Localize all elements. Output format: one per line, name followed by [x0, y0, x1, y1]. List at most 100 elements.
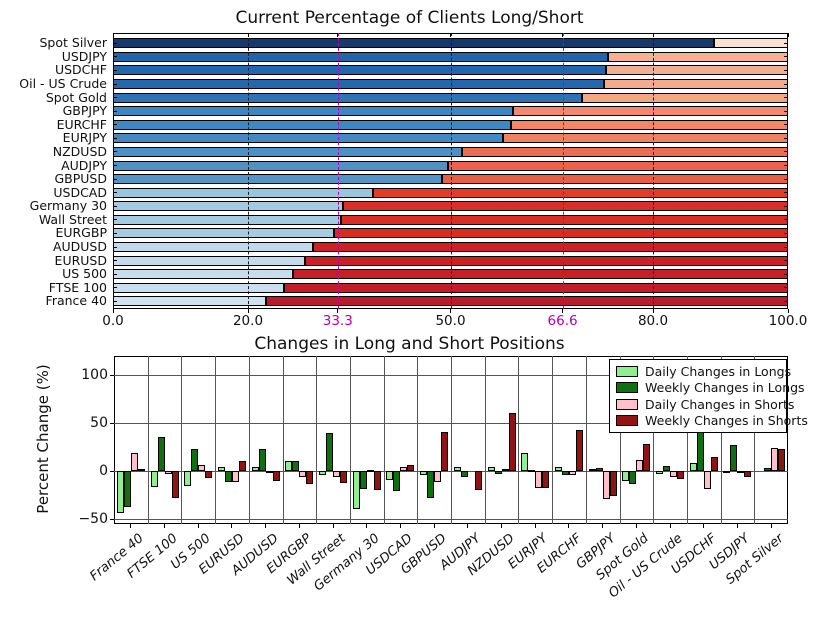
x-tick-mark: [635, 524, 637, 528]
x-tick-mark: [298, 524, 300, 528]
change-bar: [460, 471, 468, 477]
gridline-vertical: [383, 356, 385, 524]
row-label: Oil - US Crude: [19, 76, 107, 92]
y-tick-mark: [110, 423, 114, 425]
x-tick-mark: [130, 524, 132, 528]
change-bar: [292, 460, 300, 472]
row-label: Wall Street: [38, 211, 107, 227]
y-tick-mark: [784, 69, 788, 71]
y-tick-mark: [113, 205, 117, 207]
y-tick-mark: [113, 97, 117, 99]
gridline-vertical: [754, 356, 756, 524]
short-bar-segment: [604, 79, 788, 90]
long-bar-segment: [113, 174, 443, 185]
gridline-vertical: [484, 356, 486, 524]
y-tick-mark: [784, 165, 788, 167]
y-tick-mark: [784, 273, 788, 275]
change-bar: [137, 469, 145, 472]
change-bar: [272, 471, 280, 481]
row-label: EURUSD: [54, 252, 107, 268]
x-tick-mark: [433, 524, 435, 528]
gridline-vertical: [585, 356, 587, 524]
change-bar: [366, 470, 374, 473]
change-bar: [710, 456, 718, 472]
x-tick-mark: [112, 33, 114, 37]
change-bar: [487, 467, 495, 472]
change-bar: [217, 467, 225, 472]
change-bar: [575, 429, 583, 472]
change-bar: [689, 462, 697, 472]
legend-row: Daily Changes in Longs: [616, 364, 791, 379]
change-bar: [554, 467, 562, 472]
change-bar: [723, 471, 731, 474]
y-tick-mark: [784, 151, 788, 153]
x-tick-mark: [652, 309, 654, 313]
y-tick-mark: [784, 56, 788, 58]
change-bar: [171, 471, 179, 499]
change-bar: [299, 471, 307, 477]
y-tick-mark: [113, 260, 117, 262]
long-bar-segment: [113, 38, 714, 49]
change-bar: [251, 467, 259, 472]
x-tick-mark: [197, 524, 199, 528]
x-tick-mark: [337, 33, 339, 37]
long-bar-segment: [113, 242, 314, 252]
row-label: USDJPY: [61, 48, 107, 64]
y-tick-mark: [784, 300, 788, 302]
change-bar: [663, 466, 671, 472]
x-tick-label: 0.0: [102, 313, 124, 329]
short-bar-segment: [511, 119, 788, 130]
y-tick-mark: [784, 110, 788, 112]
gridline-vertical: [349, 356, 351, 524]
x-tick-label: 33.3: [322, 313, 353, 329]
change-bar: [737, 471, 745, 474]
row-label: Spot Gold: [45, 89, 107, 105]
change-bar: [373, 471, 381, 491]
legend-swatch-weekly-longs: [616, 382, 638, 394]
change-bar: [636, 459, 644, 472]
y-tick-label: −50: [78, 511, 108, 528]
change-bar: [231, 471, 239, 482]
gridline-vertical: [316, 356, 318, 524]
short-bar-segment: [372, 187, 788, 198]
y-tick-mark: [784, 97, 788, 99]
short-bar-segment: [512, 106, 788, 117]
row-label: AUDJPY: [61, 157, 107, 173]
change-bar: [434, 471, 442, 482]
change-bar: [285, 460, 293, 472]
x-tick-mark: [703, 524, 705, 528]
y-tick-mark: [784, 83, 788, 85]
y-tick-mark: [110, 375, 114, 377]
change-bar: [703, 471, 711, 490]
y-tick-mark: [113, 110, 117, 112]
y-tick-label: 0: [99, 463, 108, 480]
x-tick-mark: [247, 309, 249, 313]
y-tick-mark: [113, 151, 117, 153]
y-tick-mark: [784, 246, 788, 248]
x-tick-mark: [112, 309, 114, 313]
long-bar-segment: [113, 282, 284, 293]
change-bar: [352, 471, 360, 509]
row-label: EURCHF: [56, 116, 107, 132]
x-tick-mark: [602, 524, 604, 528]
change-bar: [643, 444, 651, 472]
change-bar: [656, 471, 664, 475]
gridline-vertical: [518, 356, 520, 524]
y-tick-mark: [113, 192, 117, 194]
x-tick-mark: [337, 309, 339, 313]
gridline-vertical: [147, 356, 149, 524]
long-bar-segment: [113, 92, 583, 103]
y-tick-mark: [784, 232, 788, 234]
row-label: US 500: [62, 266, 107, 282]
change-bar: [508, 412, 516, 472]
y-tick-mark: [784, 178, 788, 180]
short-bar-segment: [341, 214, 788, 225]
change-bar: [778, 449, 786, 472]
x-tick-label: 100.0: [768, 313, 808, 329]
x-tick-mark: [501, 524, 503, 528]
y-tick-mark: [113, 219, 117, 221]
x-tick-label: 50.0: [435, 313, 466, 329]
y-tick-mark: [784, 219, 788, 221]
gridline-vertical: [450, 33, 452, 309]
short-bar-segment: [292, 269, 788, 280]
